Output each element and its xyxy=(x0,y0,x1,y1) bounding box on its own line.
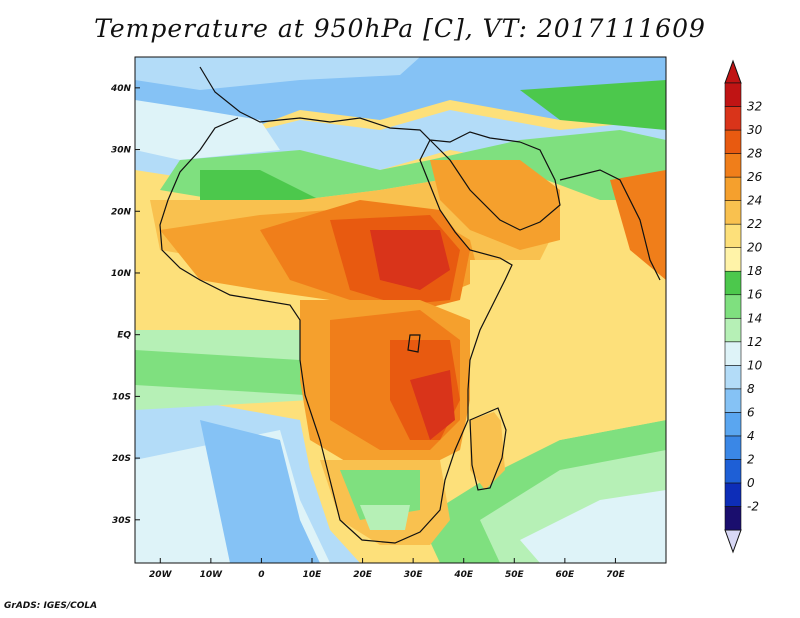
field-southwest-coldest xyxy=(200,420,320,563)
field-sudan-hottest xyxy=(370,230,450,290)
field-atlantic-green2 xyxy=(135,350,305,395)
field-southeast-indian3 xyxy=(520,490,666,563)
coastline-mediterranean xyxy=(199,66,521,143)
colorbar-label: 12 xyxy=(747,335,762,349)
colorbar-segment xyxy=(724,388,742,413)
field-madagascar xyxy=(470,410,505,490)
lon-tick-label: 20E xyxy=(353,570,373,580)
coastline-africa xyxy=(159,117,513,544)
lon-tick-label: 20W xyxy=(149,570,173,580)
lat-tick-label: 30N xyxy=(111,146,132,156)
coastline-india xyxy=(559,169,661,281)
lon-tick-label: 50E xyxy=(505,570,525,580)
colorbar-segment xyxy=(724,200,742,225)
colorbar-segment xyxy=(724,176,742,201)
lat-tick-label: 10N xyxy=(111,269,132,279)
chart-title: Temperature at 950hPa [C], VT: 201711160… xyxy=(94,14,706,43)
colorbar-label: -2 xyxy=(747,499,759,513)
colorbar-label: 20 xyxy=(747,241,763,255)
colorbar-segment xyxy=(724,270,742,296)
field-indian-ocean-warm xyxy=(470,260,666,440)
colorbar-label: 6 xyxy=(747,405,755,419)
colorbar-segment xyxy=(724,317,742,343)
lat-tick-label: EQ xyxy=(117,331,131,341)
lon-tick-label: 70E xyxy=(606,570,626,580)
colorbar-label: 18 xyxy=(747,264,763,278)
lon-tick-label: 0 xyxy=(258,570,264,580)
colorbar-label: 28 xyxy=(747,147,763,161)
colorbar-segment xyxy=(724,341,742,366)
lake-victoria xyxy=(407,334,421,353)
lat-tick-label: 30S xyxy=(112,516,131,526)
colorbar-segment xyxy=(724,223,742,248)
colorbar-segment xyxy=(724,294,742,319)
field-northwest-africa xyxy=(135,100,280,160)
colorbar-label: 32 xyxy=(747,100,762,114)
field-middle-east-green xyxy=(520,80,666,130)
colorbar-label: 8 xyxy=(747,382,755,396)
colorbar-label: 26 xyxy=(747,170,763,184)
colorbar-segment xyxy=(724,412,742,437)
coastline-arabia xyxy=(429,139,561,231)
credit-text: GrADS: IGES/COLA xyxy=(4,601,98,611)
colorbar-max-arrow xyxy=(724,59,742,84)
lon-tick-label: 10W xyxy=(200,570,224,580)
colorbar-label: 22 xyxy=(747,217,762,231)
field-india xyxy=(610,170,666,280)
coastline-madagascar xyxy=(469,407,507,491)
colorbar-label: 0 xyxy=(747,476,755,490)
colorbar-min-arrow xyxy=(724,529,742,554)
field-europe2 xyxy=(135,57,420,90)
lat-tick-label: 20S xyxy=(112,454,131,464)
colorbar-label: 16 xyxy=(747,288,763,302)
lon-tick-label: 10E xyxy=(303,570,323,580)
colorbar-segment xyxy=(724,435,742,460)
lat-tick-label: 20N xyxy=(111,207,132,217)
temperature-field xyxy=(135,57,666,563)
lat-tick-label: 40N xyxy=(110,84,132,94)
axis-ticks: 40N 30N 20N 10N EQ 10S 20S 30S 20W 10W 0 10E 20E 30E 4… xyxy=(110,84,626,580)
colorbar-label: 4 xyxy=(747,429,755,443)
colorbar-segment xyxy=(724,129,742,154)
colorbar-label: 14 xyxy=(747,311,762,325)
field-mozambique-hottest xyxy=(410,370,455,440)
colorbar-segment xyxy=(724,459,742,484)
field-north-green xyxy=(160,130,666,200)
lon-tick-label: 30E xyxy=(404,570,424,580)
lon-tick-label: 40E xyxy=(453,570,474,580)
lon-tick-label: 60E xyxy=(556,570,576,580)
colorbar-segment xyxy=(724,506,742,531)
coastlines xyxy=(159,66,661,544)
colorbar-label: 24 xyxy=(747,194,762,208)
colorbar-segment xyxy=(724,247,742,272)
lat-tick-label: 10S xyxy=(112,392,131,402)
colorbar-label: 30 xyxy=(747,123,763,137)
colorbar-segment xyxy=(724,365,742,390)
colorbar-label: 10 xyxy=(747,358,763,372)
colorbar-segment xyxy=(724,153,742,178)
colorbar-segment xyxy=(724,106,742,131)
field-south-africa-cool xyxy=(360,505,410,530)
colorbar-segment xyxy=(724,82,742,107)
plot-frame xyxy=(134,56,667,564)
colorbar-label: 2 xyxy=(747,452,755,466)
colorbar-segment xyxy=(724,482,742,507)
